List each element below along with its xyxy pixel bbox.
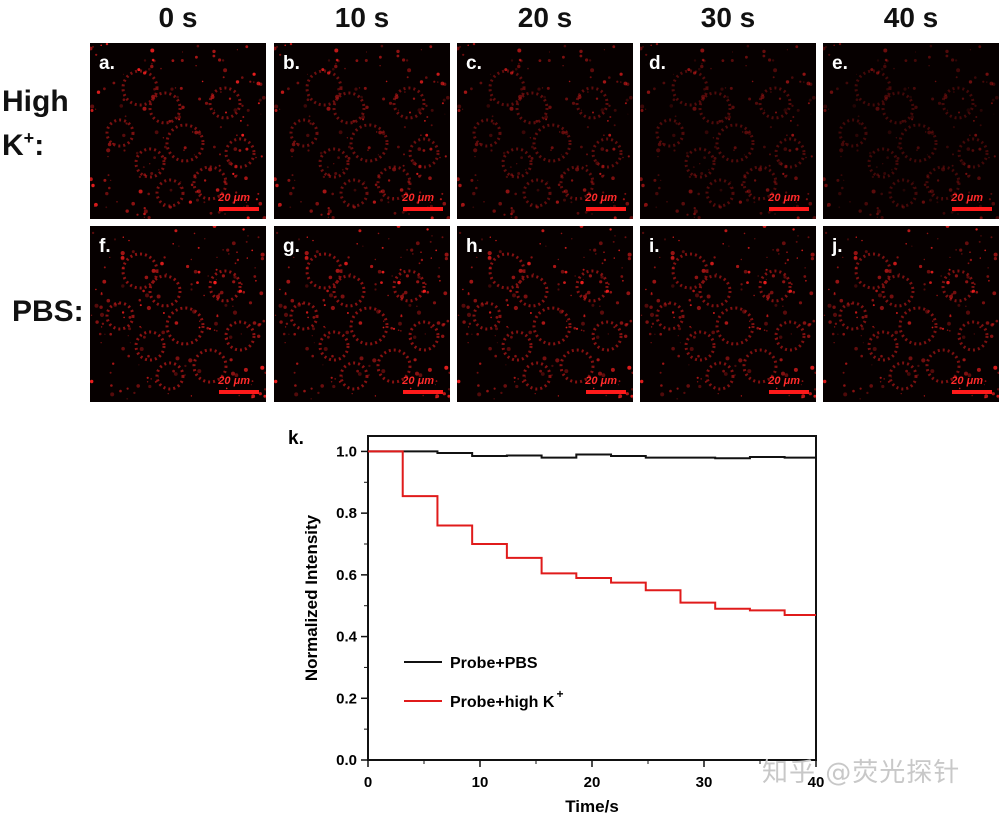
y-tick-label: 0.6: [336, 567, 357, 584]
fluorescence-image: [823, 43, 999, 219]
scale-bar-label: 20 μm: [585, 375, 617, 387]
fluorescence-image: [457, 226, 633, 400]
scale-bar: [586, 207, 626, 211]
scale-bar: [219, 207, 259, 211]
micrograph-panel: h. 20 μm: [457, 226, 633, 402]
scale-bar: [769, 390, 809, 394]
column-header-3: 30 s: [700, 2, 756, 33]
scale-bar: [952, 390, 992, 394]
panel-letter: a.: [99, 53, 115, 74]
scale-bar-label: 20 μm: [768, 375, 800, 387]
y-tick-label: 0.4: [336, 629, 358, 646]
scale-bar-label: 20 μm: [218, 375, 250, 387]
column-header-0: 0 s: [158, 2, 198, 33]
fluorescence-image: [640, 226, 816, 400]
panel-letter: c.: [466, 53, 482, 74]
panel-letter: i.: [649, 236, 660, 257]
row-label-k: K+:: [2, 128, 45, 162]
scale-bar-label: 20 μm: [951, 375, 983, 387]
scale-bar-label: 20 μm: [402, 192, 434, 204]
micrograph-panel: f. 20 μm: [90, 226, 266, 402]
x-tick-label: 0: [364, 774, 372, 791]
scale-bar-label: 20 μm: [585, 192, 617, 204]
x-tick-label: 10: [472, 774, 489, 791]
legend-label-sup: +: [556, 687, 563, 701]
y-tick-label: 0.8: [336, 505, 357, 522]
micrograph-panel: c. 20 μm: [457, 43, 633, 219]
fluorescence-image: [640, 43, 816, 219]
panel-letter: h.: [466, 236, 483, 257]
row-label-pbs: PBS:: [12, 295, 84, 328]
x-tick-label: 30: [696, 774, 713, 791]
fluorescence-image: [90, 43, 266, 219]
x-tick-label: 40: [808, 774, 825, 791]
y-tick-label: 1.0: [336, 443, 357, 460]
x-tick-label: 20: [584, 774, 601, 791]
panel-letter: g.: [283, 236, 300, 257]
row-label-high: High: [2, 85, 69, 118]
panel-letter: d.: [649, 53, 666, 74]
x-axis-label: Time/s: [565, 797, 619, 814]
panel-letter: f.: [99, 236, 111, 257]
plot-frame: [367, 435, 817, 761]
scale-bar: [586, 390, 626, 394]
series-line-0: [368, 450, 816, 460]
y-tick-label: 0.2: [336, 690, 357, 707]
scale-bar: [403, 207, 443, 211]
micrograph-panel: e. 20 μm: [823, 43, 999, 219]
intensity-chart: k. 0 10 20 30 40 0.0 0.2 0.4 0.6 0.8 1.0 Time/s Norma…: [288, 428, 825, 814]
micrograph-panel: g. 20 μm: [274, 226, 450, 402]
legend-label-1: Probe+high K: [450, 694, 555, 711]
scale-bar-label: 20 μm: [768, 192, 800, 204]
scale-bar: [769, 207, 809, 211]
column-header-1: 10 s: [334, 2, 390, 33]
scale-bar: [219, 390, 259, 394]
column-header-4: 40 s: [883, 2, 939, 33]
fluorescence-image: [90, 226, 266, 400]
micrograph-panel: i. 20 μm: [640, 226, 816, 402]
micrograph-panel: j. 20 μm: [823, 226, 999, 402]
series-line-1: [368, 450, 816, 616]
fluorescence-image: [457, 43, 633, 219]
fluorescence-image: [274, 226, 450, 400]
scale-bar-label: 20 μm: [402, 375, 434, 387]
scale-bar-label: 20 μm: [218, 192, 250, 204]
y-tick-label: 0.0: [336, 752, 357, 769]
panel-letter: e.: [832, 53, 848, 74]
y-axis-label: Normalized Intensity: [302, 514, 321, 681]
fluorescence-image: [823, 226, 999, 400]
watermark: 知乎 @荧光探针: [762, 758, 961, 788]
fluorescence-image: [274, 43, 450, 219]
row-label-high-k: High K+:: [2, 84, 69, 164]
micrograph-panel: b. 20 μm: [274, 43, 450, 219]
micrograph-panel: a. 20 μm: [90, 43, 266, 219]
panel-letter: b.: [283, 53, 300, 74]
scale-bar: [403, 390, 443, 394]
panel-letter: j.: [832, 236, 843, 257]
legend-label-0: Probe+PBS: [450, 655, 538, 672]
chart-panel-label: k.: [288, 428, 304, 449]
micrograph-panel: d. 20 μm: [640, 43, 816, 219]
column-header-2: 20 s: [517, 2, 573, 33]
scale-bar: [952, 207, 992, 211]
scale-bar-label: 20 μm: [951, 192, 983, 204]
